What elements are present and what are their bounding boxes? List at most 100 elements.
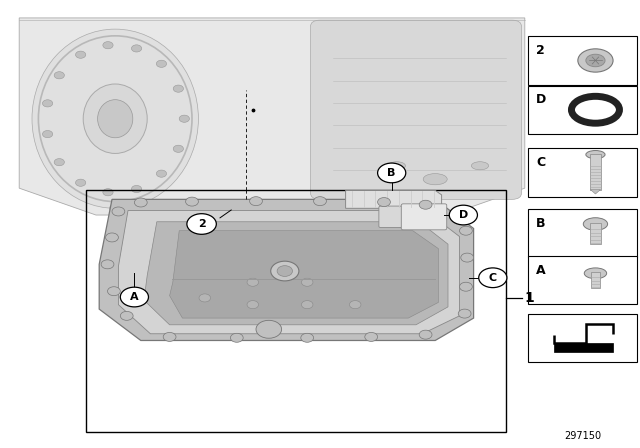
Circle shape xyxy=(230,333,243,342)
Circle shape xyxy=(292,204,304,212)
Circle shape xyxy=(301,333,314,342)
Circle shape xyxy=(106,233,118,242)
Circle shape xyxy=(199,294,211,302)
Ellipse shape xyxy=(580,102,611,117)
Text: 2: 2 xyxy=(536,44,545,57)
Circle shape xyxy=(76,179,86,186)
Circle shape xyxy=(54,159,65,166)
Circle shape xyxy=(250,197,262,206)
Ellipse shape xyxy=(97,99,133,138)
Circle shape xyxy=(384,204,396,212)
Polygon shape xyxy=(170,231,438,318)
Circle shape xyxy=(108,287,120,296)
Circle shape xyxy=(120,287,148,307)
Circle shape xyxy=(109,204,121,212)
Text: C: C xyxy=(536,156,545,169)
FancyBboxPatch shape xyxy=(310,20,522,199)
Circle shape xyxy=(461,253,474,262)
Circle shape xyxy=(103,189,113,196)
Bar xyxy=(528,86,637,134)
Ellipse shape xyxy=(32,29,198,208)
Polygon shape xyxy=(346,190,442,208)
Circle shape xyxy=(134,198,147,207)
Circle shape xyxy=(103,42,113,49)
Text: 2: 2 xyxy=(198,219,205,229)
Polygon shape xyxy=(118,211,460,334)
Circle shape xyxy=(449,205,477,225)
Circle shape xyxy=(156,60,166,67)
Ellipse shape xyxy=(584,268,607,279)
Circle shape xyxy=(314,197,326,206)
Circle shape xyxy=(201,204,212,212)
Circle shape xyxy=(163,332,176,341)
Bar xyxy=(528,314,637,362)
Circle shape xyxy=(173,85,184,92)
Bar xyxy=(86,190,506,432)
FancyBboxPatch shape xyxy=(401,204,447,230)
Ellipse shape xyxy=(423,173,447,185)
Circle shape xyxy=(54,72,65,79)
Circle shape xyxy=(131,45,141,52)
Circle shape xyxy=(155,204,166,212)
Circle shape xyxy=(277,266,292,276)
Circle shape xyxy=(419,330,432,339)
Text: B: B xyxy=(387,168,396,178)
Circle shape xyxy=(42,100,52,107)
Text: C: C xyxy=(489,273,497,283)
Bar xyxy=(528,256,637,304)
Bar xyxy=(528,148,637,197)
Ellipse shape xyxy=(586,151,605,159)
Circle shape xyxy=(301,278,313,286)
Bar xyxy=(528,209,637,257)
FancyBboxPatch shape xyxy=(379,206,402,228)
Circle shape xyxy=(429,204,441,212)
Polygon shape xyxy=(590,190,600,194)
Bar xyxy=(591,272,600,288)
Circle shape xyxy=(271,261,299,281)
Circle shape xyxy=(460,226,472,235)
Circle shape xyxy=(419,200,432,209)
Text: ........: ........ xyxy=(287,253,301,258)
Circle shape xyxy=(460,282,472,291)
Ellipse shape xyxy=(388,162,406,170)
Circle shape xyxy=(42,130,52,138)
Circle shape xyxy=(179,115,189,122)
Circle shape xyxy=(349,301,361,309)
Circle shape xyxy=(338,204,349,212)
Circle shape xyxy=(186,197,198,206)
Circle shape xyxy=(378,163,406,183)
Ellipse shape xyxy=(83,84,147,153)
Circle shape xyxy=(131,185,141,193)
Circle shape xyxy=(156,170,166,177)
Circle shape xyxy=(301,301,313,309)
Circle shape xyxy=(112,207,125,216)
Text: D: D xyxy=(459,210,468,220)
Text: ........: ........ xyxy=(287,246,301,251)
Polygon shape xyxy=(99,199,474,340)
Text: A: A xyxy=(536,263,546,277)
Text: B: B xyxy=(536,216,546,230)
Circle shape xyxy=(173,145,184,152)
Circle shape xyxy=(458,309,471,318)
Text: A: A xyxy=(130,292,139,302)
Bar xyxy=(590,154,600,190)
Circle shape xyxy=(479,268,507,288)
Text: D: D xyxy=(536,93,547,107)
Ellipse shape xyxy=(471,162,489,170)
Text: 297150: 297150 xyxy=(564,431,601,441)
Text: 1: 1 xyxy=(525,291,534,305)
Polygon shape xyxy=(19,18,525,215)
Ellipse shape xyxy=(578,49,613,72)
Ellipse shape xyxy=(586,54,605,67)
Circle shape xyxy=(76,51,86,58)
Circle shape xyxy=(120,311,133,320)
Circle shape xyxy=(101,260,114,269)
Circle shape xyxy=(247,301,259,309)
Circle shape xyxy=(378,198,390,207)
Circle shape xyxy=(187,214,216,234)
Circle shape xyxy=(256,320,282,338)
Ellipse shape xyxy=(583,218,607,230)
Circle shape xyxy=(247,278,259,286)
Polygon shape xyxy=(554,343,613,352)
Bar xyxy=(590,223,600,244)
